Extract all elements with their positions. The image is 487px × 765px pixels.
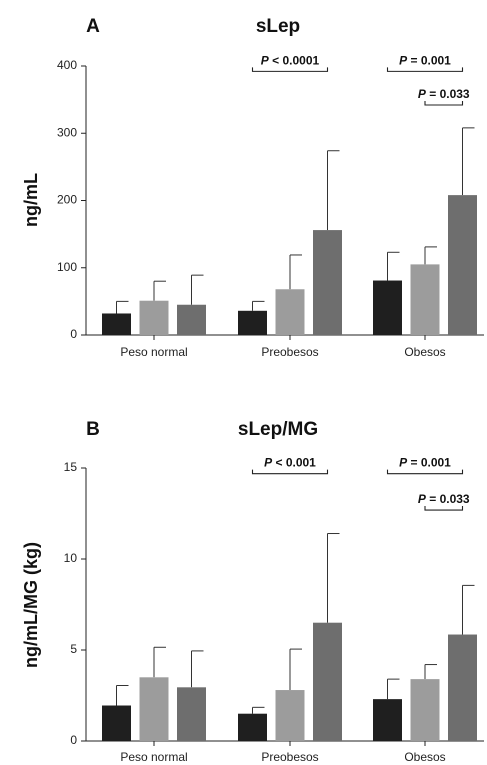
y-tick-label: 200 xyxy=(57,193,77,207)
y-tick-label: 400 xyxy=(57,58,77,72)
significance-bracket xyxy=(251,67,329,72)
p-value: < 0.0001 xyxy=(269,53,320,67)
y-axis-label: ng/mL/MG (kg) xyxy=(21,542,41,668)
y-tick-label: 0 xyxy=(70,733,77,747)
y-tick-label: 0 xyxy=(70,327,77,341)
y-tick-label: 5 xyxy=(70,642,77,656)
x-tick-label: Peso normal xyxy=(120,345,187,359)
bar xyxy=(102,705,131,741)
bar xyxy=(410,679,440,741)
p-symbol: P xyxy=(261,53,270,67)
significance-label: P = 0.033 xyxy=(418,492,470,506)
x-tick-label: Obesos xyxy=(404,345,445,359)
significance-label: P = 0.033 xyxy=(418,87,470,101)
significance-label: P < 0.0001 xyxy=(261,53,320,67)
y-tick-label: 10 xyxy=(64,551,78,565)
bar xyxy=(313,230,342,335)
y-tick-label: 15 xyxy=(64,460,78,474)
significance-bracket xyxy=(386,67,464,72)
p-value: = 0.001 xyxy=(407,53,451,67)
bar xyxy=(275,289,305,335)
bar xyxy=(177,304,206,335)
significance-label: P = 0.001 xyxy=(399,53,451,67)
bar xyxy=(275,690,305,741)
bar xyxy=(102,313,131,335)
p-symbol: P xyxy=(399,53,408,67)
p-value: = 0.033 xyxy=(426,492,470,506)
bar xyxy=(238,713,267,741)
y-tick-label: 300 xyxy=(57,125,77,139)
significance-label: P = 0.001 xyxy=(399,456,451,470)
bar xyxy=(139,300,169,335)
significance-label: P < 0.001 xyxy=(264,456,316,470)
bar xyxy=(448,634,477,741)
p-symbol: P xyxy=(264,456,273,470)
chart-title: sLep xyxy=(256,16,300,37)
panel-letter: A xyxy=(86,16,100,37)
significance-bracket xyxy=(424,506,464,511)
bar xyxy=(448,195,477,335)
bar xyxy=(139,677,169,741)
bar xyxy=(238,310,267,335)
panel-letter: B xyxy=(86,419,100,440)
p-symbol: P xyxy=(418,492,427,506)
y-tick-label: 100 xyxy=(57,260,77,274)
bar xyxy=(313,622,342,741)
x-tick-label: Preobesos xyxy=(261,750,318,764)
p-value: = 0.033 xyxy=(426,87,470,101)
significance-bracket xyxy=(424,100,464,106)
bar xyxy=(177,687,206,741)
x-tick-label: Preobesos xyxy=(261,345,318,359)
significance-bracket xyxy=(386,469,464,475)
x-tick-label: Obesos xyxy=(404,750,445,764)
p-value: < 0.001 xyxy=(272,456,316,470)
significance-bracket xyxy=(251,469,329,475)
p-symbol: P xyxy=(399,456,408,470)
p-symbol: P xyxy=(418,87,427,101)
chart-title: sLep/MG xyxy=(238,419,318,440)
bar xyxy=(373,280,402,335)
bar xyxy=(410,264,440,335)
p-value: = 0.001 xyxy=(407,456,451,470)
y-axis-label: ng/mL xyxy=(21,173,41,227)
bar xyxy=(373,699,402,741)
x-tick-label: Peso normal xyxy=(120,750,187,764)
